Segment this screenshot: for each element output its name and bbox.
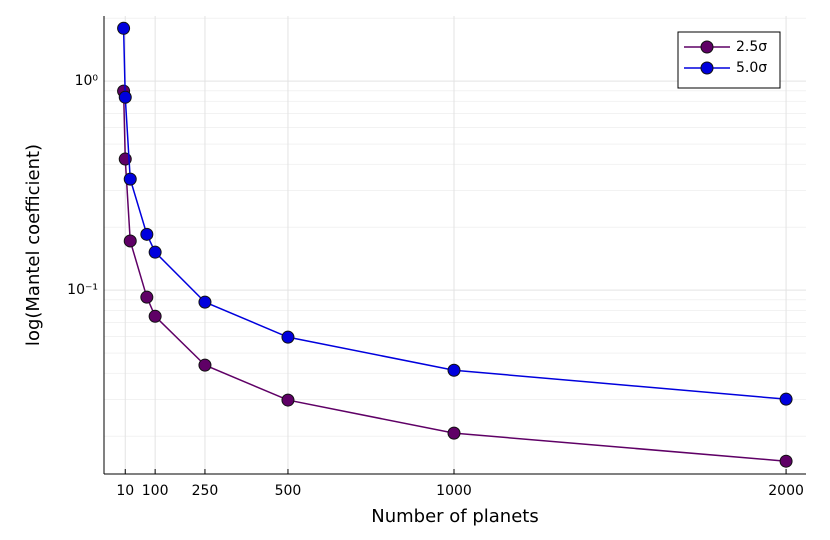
x-axis-title: Number of planets — [371, 506, 538, 527]
legend-marker — [700, 40, 714, 54]
x-tick-label: 500 — [275, 483, 302, 499]
y-tick-label: 10⁻¹ — [67, 282, 98, 298]
marker — [779, 392, 793, 406]
legend-label: 5.0σ — [736, 60, 767, 76]
x-tick-label: 1000 — [436, 483, 472, 499]
marker — [123, 234, 137, 248]
marker — [123, 172, 137, 186]
x-tick-label: 250 — [192, 483, 219, 499]
marker — [140, 290, 154, 304]
marker — [148, 309, 162, 323]
x-tick-label: 100 — [142, 483, 169, 499]
marker — [281, 393, 295, 407]
legend-marker — [700, 61, 714, 75]
marker — [148, 245, 162, 259]
marker — [779, 454, 793, 468]
marker — [281, 330, 295, 344]
marker — [140, 227, 154, 241]
marker — [447, 363, 461, 377]
x-tick-label: 2000 — [768, 483, 804, 499]
marker — [198, 295, 212, 309]
marker — [118, 90, 132, 104]
marker — [447, 426, 461, 440]
legend-label: 2.5σ — [736, 39, 767, 55]
series-line — [122, 91, 787, 462]
legend-box — [677, 31, 781, 89]
y-axis-title: log(Mantel coefficient) — [23, 144, 44, 346]
marker — [198, 358, 212, 372]
x-tick-label: 10 — [116, 483, 134, 499]
marker — [117, 21, 131, 35]
y-tick-label: 10⁰ — [75, 73, 99, 89]
